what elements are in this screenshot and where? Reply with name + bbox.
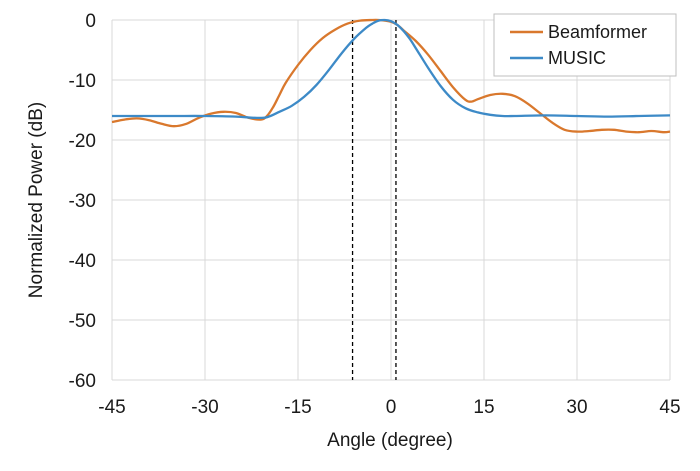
x-axis-title: Angle (degree) [327,430,453,451]
x-tick-labels: -45 -30 -15 0 15 30 45 [98,397,680,418]
x-tick-label: 0 [386,397,397,418]
y-axis-title: Normalized Power (dB) [26,102,47,298]
y-tick-label: 0 [85,11,96,32]
x-tick-label: -15 [284,397,311,418]
legend: Beamformer MUSIC [493,13,677,77]
series-group [111,18,671,134]
legend-label-music: MUSIC [548,48,606,68]
x-tick-label: 15 [473,397,494,418]
legend-label-beamformer: Beamformer [548,22,647,42]
x-tick-label: 45 [659,397,680,418]
y-tick-label: -20 [69,131,96,152]
y-tick-labels: 0 -10 -20 -30 -40 -50 -60 [69,11,96,392]
legend-box [493,13,677,77]
series-line-music [111,18,671,120]
grid [111,19,671,381]
reference-lines [351,20,397,380]
y-tick-label: -40 [69,251,96,272]
x-tick-label: 30 [566,397,587,418]
y-tick-label: -30 [69,191,96,212]
x-tick-label: -45 [98,397,125,418]
y-tick-label: -60 [69,371,96,392]
y-tick-label: -10 [69,71,96,92]
y-tick-label: -50 [69,311,96,332]
x-tick-label: -30 [191,397,218,418]
